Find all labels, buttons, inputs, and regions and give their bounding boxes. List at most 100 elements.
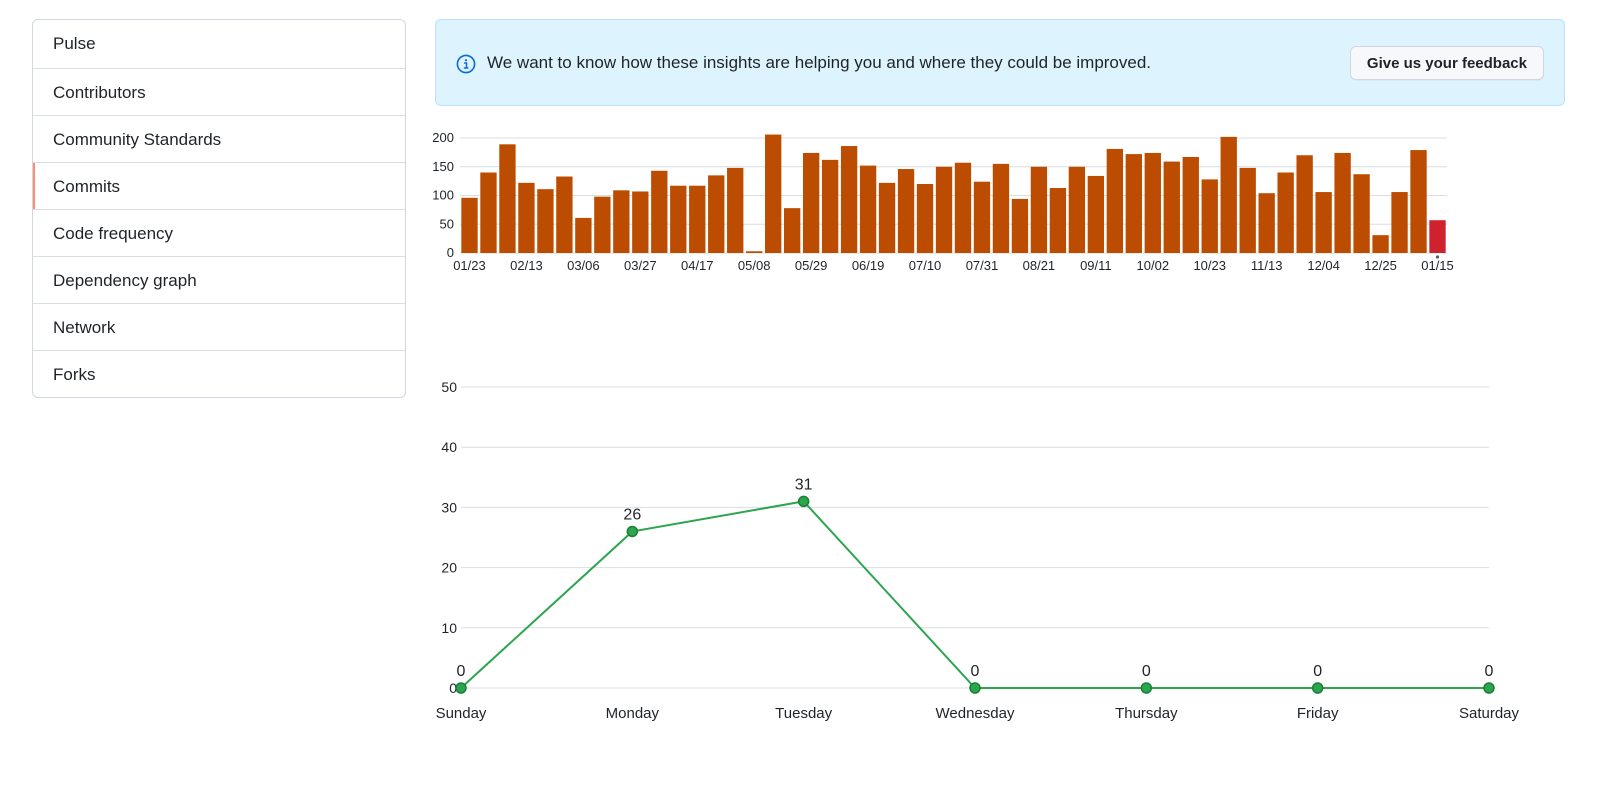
bar (556, 176, 573, 253)
sidebar-item-network[interactable]: Network (33, 303, 405, 350)
bar (727, 167, 744, 253)
bar (1163, 161, 1180, 253)
bar-chart-x-tick-label: 06/19 (852, 258, 885, 273)
bar-chart-x-tick-label: 03/27 (624, 258, 657, 273)
bar-chart-x-tick-label: 09/11 (1080, 258, 1112, 273)
line-chart-y-tick-label: 30 (441, 499, 457, 515)
bar-chart-x-tick-label: 12/25 (1364, 258, 1397, 273)
bar (480, 172, 497, 253)
sidebar-item-dependency-graph[interactable]: Dependency graph (33, 256, 405, 303)
sidebar-item-commits[interactable]: Commits (33, 162, 405, 209)
sidebar-item-community-standards[interactable]: Community Standards (33, 115, 405, 162)
line-chart-y-tick-label: 0 (449, 680, 457, 696)
bar (973, 181, 991, 253)
bar (1125, 154, 1142, 253)
bar (1353, 174, 1370, 253)
line-chart-x-tick-label: Friday (1297, 705, 1339, 722)
bar-chart-x-tick-label: 04/17 (681, 258, 714, 273)
insights-sidebar: Pulse Contributors Community Standards C… (32, 19, 406, 398)
bar-chart-y-tick-label: 0 (447, 245, 454, 260)
line-chart-x-tick-label: Monday (606, 705, 660, 722)
bar (1315, 192, 1332, 253)
data-point (797, 495, 810, 508)
data-label: 0 (971, 663, 980, 680)
line-chart-y-tick-label: 40 (441, 439, 457, 455)
bar (1220, 136, 1237, 253)
bar-chart-x-tick-label: 07/31 (966, 258, 999, 273)
bar-current-week (1429, 220, 1446, 253)
bar (859, 165, 877, 253)
weekday-commits-line (460, 500, 1489, 689)
bar (1144, 152, 1161, 253)
bar (916, 184, 934, 253)
line-chart-x-tick-label: Thursday (1115, 705, 1178, 722)
line-chart-x-tick-label: Sunday (436, 705, 487, 722)
data-point (1140, 682, 1153, 694)
bar (689, 185, 706, 253)
bar-chart-x-tick-label: 11/13 (1251, 258, 1283, 273)
sidebar-item-contributors[interactable]: Contributors (33, 68, 405, 115)
bar (1201, 179, 1218, 253)
bar (708, 175, 725, 253)
bar (1011, 198, 1029, 253)
bar (461, 197, 478, 253)
data-label: 0 (457, 663, 466, 680)
line-chart-y-tick-label: 20 (441, 560, 457, 576)
line-chart-x-tick-label: Saturday (1459, 705, 1520, 722)
line-chart-y-tick-label: 10 (441, 620, 457, 636)
bar-chart-y-tick-label: 150 (432, 159, 454, 174)
bar (1277, 172, 1294, 253)
bar (1106, 148, 1123, 253)
bar (594, 196, 611, 253)
bar (518, 182, 535, 253)
bar (1296, 155, 1313, 253)
bar-chart-x-tick-label: 02/13 (510, 258, 543, 273)
info-icon (456, 54, 476, 74)
bar (802, 152, 820, 253)
give-feedback-button[interactable]: Give us your feedback (1349, 46, 1544, 80)
banner-message: We want to know how these insights are h… (487, 53, 1152, 72)
sidebar-item-forks[interactable]: Forks (33, 350, 405, 397)
weekly-commits-bar-chart: 0 50 100 150 200 01/23 02/13 03/06 03/27 04/17 05/… (432, 130, 1454, 273)
bar (575, 217, 592, 253)
bar (499, 144, 516, 253)
bar-chart-x-tick-label: 05/08 (738, 258, 771, 273)
bar (1391, 192, 1408, 253)
bar-chart-x-tick-label: 08/21 (1023, 258, 1056, 273)
bar (1258, 193, 1275, 253)
bar-chart-y-tick-label: 50 (440, 216, 454, 231)
bar (878, 182, 896, 253)
sidebar-item-pulse[interactable]: Pulse (53, 34, 96, 53)
bar (840, 146, 858, 253)
data-label: 31 (795, 476, 813, 493)
data-point (455, 682, 467, 694)
bar (821, 159, 839, 253)
line-chart-x-tick-label: Tuesday (775, 705, 832, 722)
bar (1030, 166, 1048, 253)
bar (935, 166, 953, 253)
line-chart-y-tick-label: 50 (441, 379, 457, 395)
data-point (1311, 682, 1324, 694)
bar (632, 191, 649, 253)
bar-chart-y-tick-label: 200 (432, 130, 454, 145)
bar-chart-x-tick-label: 01/15 (1421, 258, 1454, 273)
feedback-banner: We want to know how these insights are h… (435, 19, 1565, 106)
bar (1410, 150, 1427, 253)
bar (1087, 175, 1105, 253)
bar (1068, 166, 1086, 253)
data-label: 0 (1313, 663, 1322, 680)
bar (746, 251, 763, 253)
bar (897, 169, 915, 253)
bar (651, 170, 668, 253)
data-point (969, 682, 981, 694)
bar (670, 185, 687, 253)
sidebar-item-code-frequency[interactable]: Code frequency (33, 209, 405, 256)
bar (992, 163, 1010, 253)
bar-chart-x-tick-label: 01/23 (453, 258, 486, 273)
bar (1372, 235, 1389, 253)
bar-chart-x-tick-label: 05/29 (795, 258, 828, 273)
bar (1334, 152, 1351, 253)
bar-chart-x-tick-label: 10/23 (1193, 258, 1226, 273)
bar (954, 162, 972, 253)
